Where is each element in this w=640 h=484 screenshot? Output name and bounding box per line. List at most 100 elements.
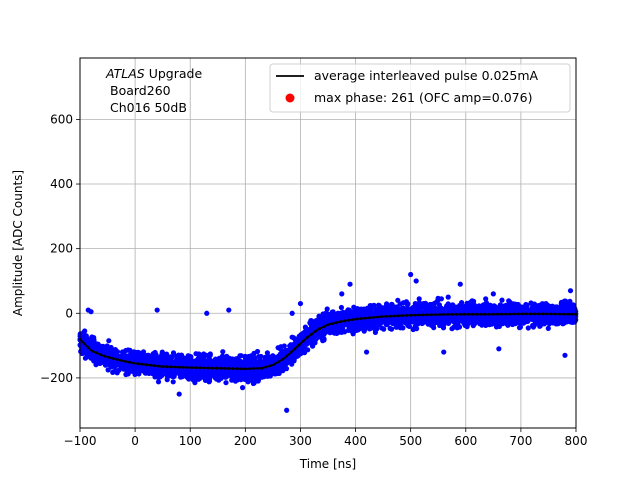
sample-point — [486, 322, 492, 328]
sample-point — [164, 355, 170, 361]
sample-point — [561, 316, 568, 322]
sample-point — [225, 370, 231, 376]
sample-point — [172, 359, 178, 365]
average-pulse-marker — [529, 312, 532, 316]
average-pulse-marker — [272, 362, 276, 366]
average-pulse-marker — [425, 313, 429, 317]
sample-point — [245, 379, 251, 385]
sample-point — [564, 305, 570, 311]
x-tick-label: −100 — [64, 434, 97, 448]
average-pulse-marker — [537, 312, 541, 316]
average-pulse-marker — [450, 313, 454, 316]
sample-point-outlier — [490, 291, 496, 297]
sample-point — [155, 374, 161, 380]
average-pulse-marker — [215, 366, 218, 370]
average-pulse-marker — [545, 312, 549, 316]
sample-point — [420, 318, 426, 324]
sample-point — [324, 327, 330, 333]
sample-point — [185, 359, 191, 365]
average-pulse-marker — [305, 336, 309, 339]
sample-point — [384, 320, 390, 326]
x-tick-label: 400 — [344, 434, 367, 448]
sample-point — [114, 360, 120, 366]
average-pulse-marker — [516, 312, 520, 316]
sample-point — [454, 319, 460, 326]
average-pulse-marker — [293, 347, 297, 351]
average-pulse-marker — [479, 312, 483, 316]
sample-point — [445, 294, 451, 300]
x-tick-label: 300 — [289, 434, 312, 448]
average-pulse-marker — [148, 363, 152, 367]
sample-point-outlier — [239, 385, 246, 391]
average-pulse-marker — [520, 312, 524, 316]
annotation-atlas: ATLAS — [105, 66, 145, 81]
sample-point — [461, 320, 467, 326]
sample-point — [188, 354, 194, 360]
average-pulse-marker — [301, 339, 305, 343]
legend: average interleaved pulse 0.025mA max ph… — [269, 63, 571, 113]
sample-point — [242, 354, 248, 361]
average-pulse-marker — [99, 353, 103, 357]
sample-point-outlier — [562, 352, 568, 358]
sample-point — [516, 325, 523, 331]
average-pulse-marker — [219, 366, 222, 370]
average-pulse-marker — [161, 365, 165, 368]
sample-point — [287, 355, 293, 361]
sample-point — [516, 303, 522, 309]
sample-point — [545, 319, 551, 325]
sample-point — [364, 309, 371, 315]
average-pulse-marker — [558, 312, 561, 316]
sample-point — [229, 370, 236, 376]
sample-point-outlier — [363, 349, 370, 355]
sample-point — [546, 306, 552, 312]
average-pulse-marker — [223, 367, 227, 370]
average-pulse-marker — [326, 323, 330, 326]
average-pulse-marker — [334, 321, 338, 325]
average-pulse-marker — [392, 314, 396, 318]
x-tick-label: 200 — [234, 434, 257, 448]
y-tick-label: 600 — [50, 112, 73, 126]
sample-point — [375, 317, 381, 323]
average-pulse-marker — [256, 367, 260, 370]
sample-point — [530, 304, 536, 310]
average-pulse-marker — [165, 365, 169, 369]
sample-point — [301, 329, 307, 335]
average-pulse-marker — [330, 322, 334, 325]
average-pulse-marker — [119, 359, 123, 362]
sample-point — [400, 300, 406, 306]
x-axis-ticks: −100 0 100 200 300 400 500 600 700 800 — [64, 428, 587, 448]
sample-point — [178, 352, 185, 358]
average-pulse-marker — [409, 313, 413, 317]
sample-point — [436, 302, 442, 308]
average-pulse-marker — [496, 312, 499, 316]
sample-point — [188, 369, 194, 375]
sample-point-outlier — [347, 281, 353, 287]
average-pulse-marker — [177, 365, 181, 369]
average-pulse-marker — [467, 312, 470, 316]
sample-point — [371, 302, 377, 308]
average-pulse-marker — [91, 349, 94, 353]
annotation-channel: Ch016 50dB — [110, 100, 187, 115]
average-pulse-marker — [351, 318, 355, 321]
sample-point — [312, 340, 318, 346]
average-pulse-marker — [173, 365, 177, 369]
average-pulse-marker — [169, 365, 173, 369]
sample-point — [545, 325, 551, 331]
svg-text:ATLAS Upgrade: ATLAS Upgrade — [105, 66, 202, 81]
sample-point — [380, 309, 386, 315]
sample-point — [153, 352, 159, 358]
sample-point — [394, 324, 400, 330]
sample-point — [373, 306, 379, 312]
sample-point — [250, 358, 256, 364]
average-pulse-marker — [95, 351, 98, 355]
sample-point — [405, 301, 411, 307]
sample-point — [159, 351, 165, 357]
sample-point — [224, 374, 230, 380]
average-pulse-marker — [376, 315, 379, 319]
average-pulse-marker — [243, 367, 247, 371]
sample-point — [106, 345, 112, 351]
sample-point — [189, 358, 196, 364]
sample-point — [439, 307, 445, 313]
sample-point — [450, 318, 457, 324]
sample-point — [499, 297, 505, 303]
